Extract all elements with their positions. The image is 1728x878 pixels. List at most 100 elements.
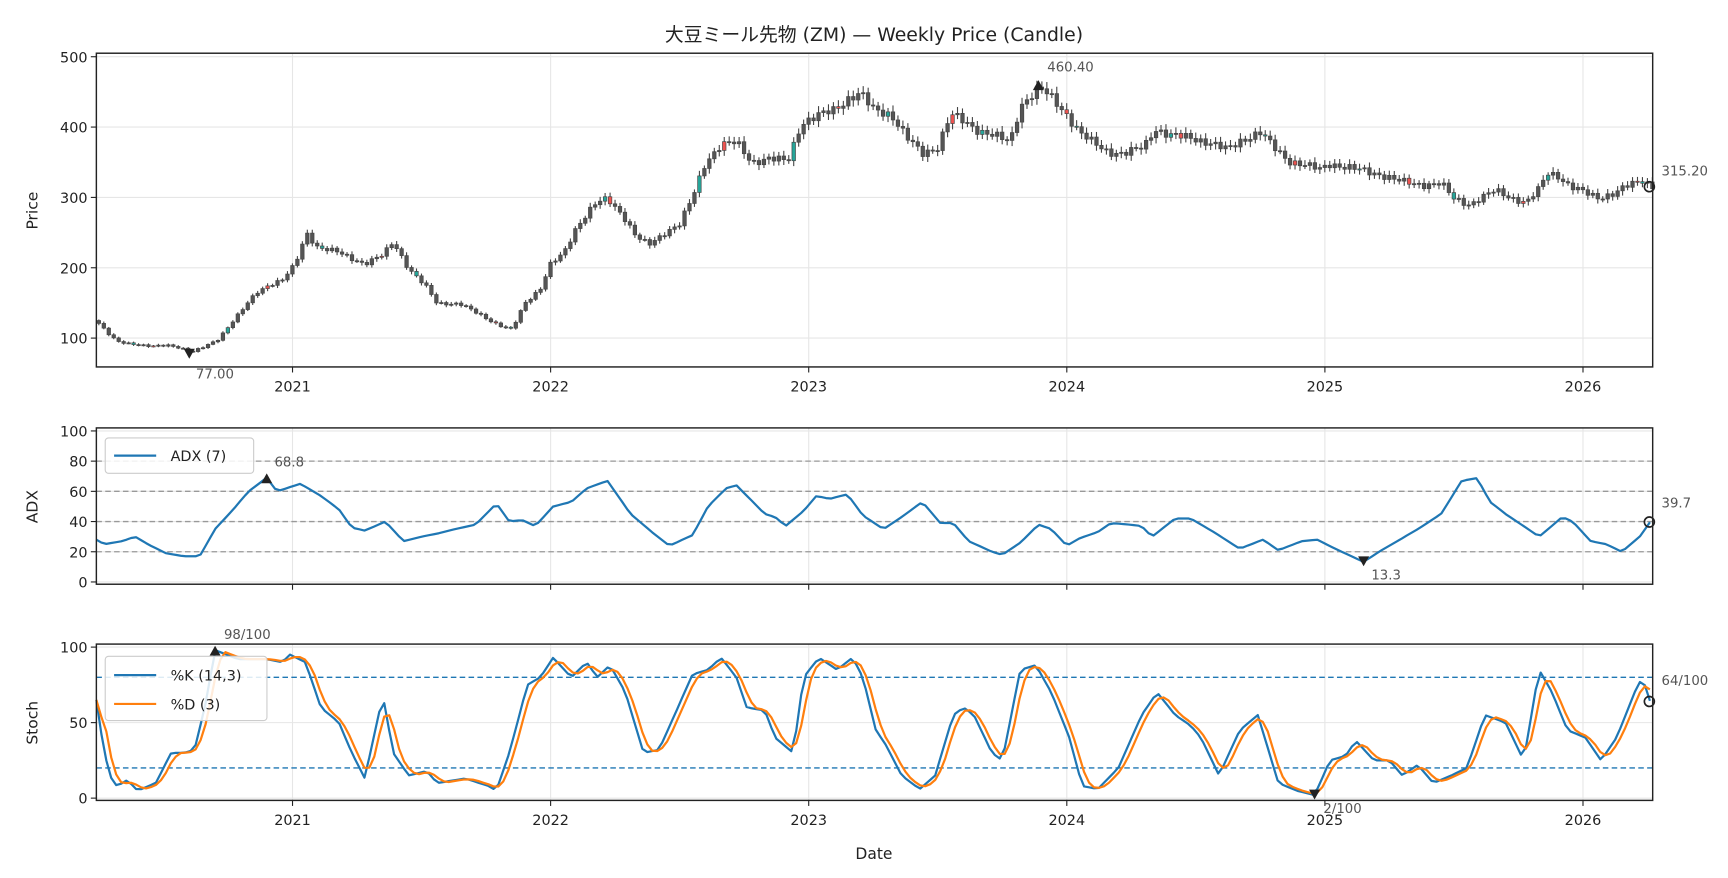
candle: [1635, 176, 1640, 186]
candle-body: [801, 123, 806, 135]
candle: [766, 153, 772, 165]
candle-body: [960, 113, 965, 124]
candle-body: [900, 126, 906, 129]
candle: [1431, 178, 1437, 188]
price-last-marker: [1643, 180, 1656, 193]
candle: [960, 108, 965, 130]
candle-body: [1139, 147, 1144, 150]
candle-body: [732, 141, 737, 145]
candle-body: [121, 341, 126, 344]
candle: [1372, 169, 1377, 179]
candle-body: [468, 305, 474, 310]
candle: [801, 119, 806, 140]
candle-body: [1064, 109, 1069, 114]
candle: [290, 263, 295, 277]
candle: [1074, 120, 1079, 131]
candle-body: [439, 302, 444, 304]
candle: [151, 344, 156, 348]
candle-body: [250, 295, 255, 304]
candle-body: [1079, 126, 1084, 134]
candle-body: [1317, 167, 1322, 170]
candle: [141, 343, 146, 347]
candle: [1342, 163, 1347, 175]
candle: [200, 346, 206, 350]
candle-body: [215, 339, 221, 343]
candle-body: [1377, 172, 1382, 176]
x-tick-label: 2022: [532, 379, 569, 395]
candle: [1367, 162, 1372, 181]
candle-body: [230, 321, 235, 328]
candle-body: [722, 141, 727, 151]
candle: [260, 286, 265, 296]
candle: [459, 300, 464, 308]
candle: [826, 104, 831, 120]
candle: [478, 311, 484, 317]
x-tick-label: 2026: [1565, 813, 1602, 829]
candle-body: [667, 229, 672, 237]
candle: [1213, 137, 1218, 150]
candle: [230, 320, 235, 330]
candle: [1575, 183, 1581, 194]
candle: [588, 202, 593, 223]
candle-body: [553, 260, 558, 263]
candle: [1029, 92, 1035, 106]
candle-body: [1446, 182, 1451, 193]
candle: [603, 192, 608, 206]
candle-body: [1158, 129, 1164, 132]
candle: [270, 283, 275, 288]
candle-body: [1248, 139, 1253, 142]
candle-body: [880, 109, 886, 117]
candle: [573, 226, 578, 246]
candle: [1382, 170, 1387, 185]
candle: [1282, 145, 1288, 164]
candle: [1148, 132, 1154, 146]
candle: [1551, 167, 1556, 180]
stoch-panel: 2021 2022 2023 2024 2025 2026 0 50 100: [60, 641, 1656, 829]
candle-body: [573, 228, 578, 243]
candle: [215, 339, 221, 344]
candle: [1144, 135, 1149, 154]
candle: [1129, 141, 1134, 161]
candle-body: [826, 110, 831, 115]
candle-body: [1278, 150, 1283, 153]
candle-body: [449, 303, 454, 306]
candle-body: [394, 244, 399, 250]
candle: [578, 219, 583, 233]
candle: [692, 189, 697, 207]
candle-body: [1074, 125, 1079, 128]
candle-body: [1441, 182, 1447, 186]
candle-body: [796, 133, 801, 143]
candle-body: [1084, 132, 1089, 140]
candle-body: [96, 320, 101, 324]
candle: [310, 229, 315, 247]
candle: [1114, 149, 1119, 162]
candle: [1426, 180, 1432, 194]
candle-body: [1263, 134, 1268, 137]
candle: [1605, 189, 1610, 204]
candle: [1640, 177, 1645, 188]
candle: [503, 325, 508, 329]
candle: [454, 301, 459, 307]
candle-body: [161, 344, 166, 347]
candle: [1218, 136, 1223, 153]
price-min-label: 77.00: [196, 368, 234, 383]
candle: [1511, 193, 1516, 203]
candle: [667, 226, 672, 239]
candle: [1134, 143, 1139, 152]
candle-body: [1014, 121, 1020, 133]
candle: [563, 246, 568, 259]
candle: [1402, 173, 1407, 186]
candle: [434, 292, 439, 306]
candle-body: [1590, 192, 1595, 196]
candle: [875, 101, 881, 117]
candle-body: [866, 92, 871, 106]
candle: [235, 312, 240, 324]
candle: [176, 345, 181, 350]
candle-body: [176, 346, 181, 349]
candle: [1416, 180, 1422, 189]
candle: [1332, 159, 1337, 174]
candle-body: [369, 258, 374, 266]
candle: [1347, 159, 1352, 174]
candle: [548, 259, 553, 279]
candle-body: [285, 273, 290, 281]
